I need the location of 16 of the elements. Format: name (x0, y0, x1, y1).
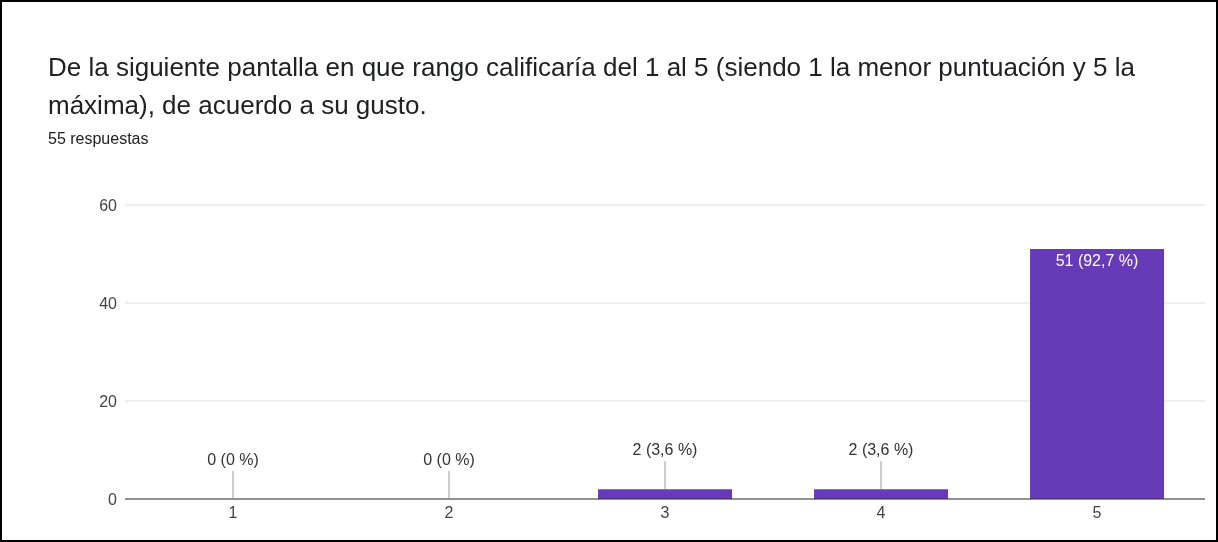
data-label: 0 (0 %) (207, 451, 259, 468)
chart-title: De la siguiente pantalla en que rango calificaría del 1 al 5 (siendo 1 la menor puntuación y 5 la máxima), de acuerdo a su gusto. (48, 51, 1136, 122)
y-tick-label: 60 (99, 196, 118, 214)
x-tick-label: 1 (228, 504, 238, 522)
data-label: 0 (0 %) (423, 451, 475, 468)
x-tick-label: 5 (1092, 504, 1102, 522)
x-tick-label: 2 (444, 504, 454, 522)
data-label: 2 (3,6 %) (848, 441, 914, 459)
data-label: 51 (92,7 %) (1055, 252, 1139, 270)
y-tick-label: 40 (99, 294, 118, 312)
chart-subtitle: 55 respuestas (48, 130, 149, 148)
y-tick-label: 0 (108, 490, 118, 508)
x-tick-label: 4 (876, 504, 886, 522)
x-tick-label: 3 (660, 504, 670, 522)
data-label: 2 (3,6 %) (632, 441, 698, 459)
y-tick-label: 20 (99, 392, 118, 410)
